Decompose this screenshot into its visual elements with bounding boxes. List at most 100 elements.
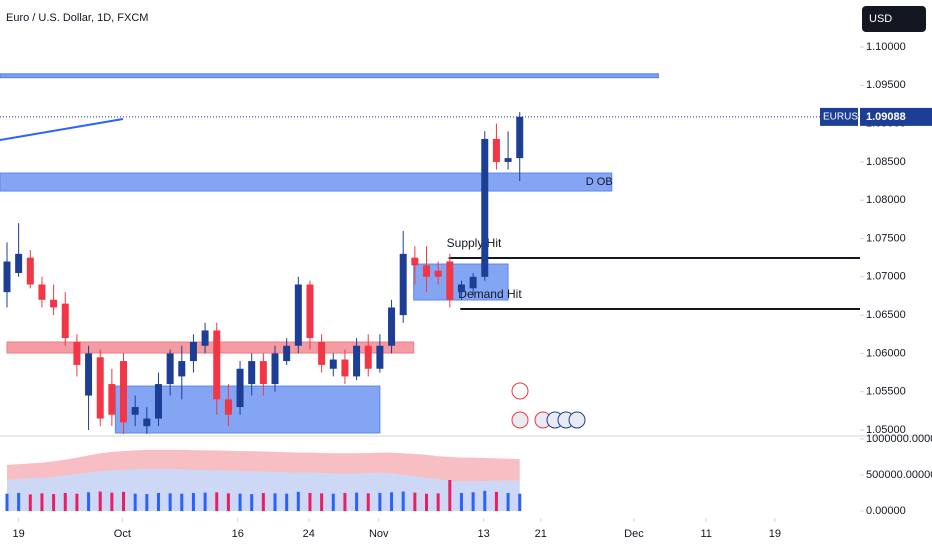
volume-bar (156, 492, 160, 511)
volume-bar (110, 492, 114, 511)
volume-bar (320, 493, 324, 511)
level-label: Supply Hit (447, 236, 502, 250)
volume-bar (122, 491, 126, 511)
candle-body (411, 257, 419, 266)
volume-bar (331, 493, 335, 511)
volume-bar (401, 491, 405, 511)
x-tick-label: 19 (769, 528, 781, 540)
candle-body (38, 284, 46, 300)
volume-bar (506, 492, 510, 511)
volume-bar (436, 493, 440, 511)
volume-bar (471, 492, 475, 511)
candle-body (423, 265, 431, 277)
zone (0, 73, 659, 79)
y-tick-label: 1.06500 (866, 309, 906, 321)
x-tick-label: 11 (700, 528, 711, 540)
trend-line (0, 118, 124, 141)
candle-body (154, 384, 162, 419)
candle-body (85, 353, 93, 396)
volume-bar (273, 493, 277, 511)
candle-body (492, 138, 500, 162)
volume-bar (413, 492, 417, 511)
volume-bar (296, 491, 300, 511)
symbol-tag (820, 107, 858, 126)
candle-body (318, 341, 326, 365)
volume-bar (215, 492, 219, 511)
price-tag (860, 107, 932, 126)
volume-bar (75, 493, 79, 511)
event-icon (511, 382, 529, 400)
zone-label: D OB (586, 176, 613, 188)
volume-bar (448, 479, 452, 511)
event-icon (511, 411, 529, 429)
currency-button[interactable] (862, 6, 926, 32)
candle-body (15, 253, 23, 273)
y-tick-label: 1.09500 (866, 79, 906, 91)
candle-body (504, 158, 512, 162)
volume-bar (483, 490, 487, 511)
volume-bar (40, 493, 44, 511)
volume-bar (459, 492, 463, 511)
candle-body (213, 330, 221, 400)
volume-bar (133, 493, 137, 511)
volume-bar (52, 494, 56, 511)
volume-tick-label: 0.00000 (866, 505, 906, 517)
y-tick-label: 1.05000 (866, 424, 906, 436)
candle-body (364, 345, 372, 369)
x-tick-label: 16 (232, 528, 244, 540)
volume-bar (343, 492, 347, 511)
candle-body (178, 361, 186, 377)
candle-body (224, 399, 232, 415)
candle-body (469, 276, 477, 289)
candle-body (446, 261, 454, 300)
volume-bar (5, 493, 9, 511)
volume-bar (494, 491, 498, 511)
price-tag-label: 1.09088 (866, 111, 906, 123)
candle-body (248, 361, 256, 385)
candle-body (329, 359, 337, 369)
zone (6, 341, 415, 354)
volume-bar (180, 493, 184, 511)
volume-bar (250, 494, 254, 511)
signals (511, 382, 586, 429)
volume-bar (17, 492, 21, 511)
volume-bar (28, 494, 32, 511)
candle-body (388, 307, 396, 346)
volume-bar (366, 493, 370, 511)
candle-body (3, 261, 11, 293)
y-tick-label: 1.07000 (866, 271, 906, 283)
candle-body (120, 361, 128, 423)
candle-body (166, 353, 174, 385)
y-tick-label: 1.08500 (866, 156, 906, 168)
candle-body (143, 418, 151, 427)
y-tick-label: 1.06000 (866, 347, 906, 359)
candle-body (457, 284, 465, 293)
volume-bar (87, 492, 91, 511)
currency-label[interactable]: USD (869, 13, 892, 25)
x-tick-label: Oct (114, 528, 131, 540)
y-tick-label: 1.08000 (866, 194, 906, 206)
candle-body (341, 359, 349, 377)
candle-body (376, 345, 384, 369)
volume-bar (238, 493, 242, 511)
volume-bar (63, 492, 67, 511)
candle-body (50, 299, 58, 308)
volume-bar (261, 492, 265, 511)
candle-body (73, 341, 81, 365)
candle-body (236, 368, 244, 408)
volume-bar (518, 493, 522, 511)
y-tick-label: 1.10000 (866, 41, 906, 53)
candle-body (61, 303, 69, 339)
event-icon (568, 411, 586, 429)
volume-bar (226, 493, 230, 511)
volume-tick-label: 1000000.00000 (866, 433, 932, 445)
volume-bar (203, 492, 207, 511)
candle-body (306, 284, 314, 339)
x-tick-label: 24 (303, 528, 315, 540)
volume-bar (308, 492, 312, 511)
volume-bar (378, 492, 382, 511)
volume-bar (145, 494, 149, 511)
candle-body (26, 257, 34, 285)
y-tick-label: 1.07500 (866, 232, 906, 244)
